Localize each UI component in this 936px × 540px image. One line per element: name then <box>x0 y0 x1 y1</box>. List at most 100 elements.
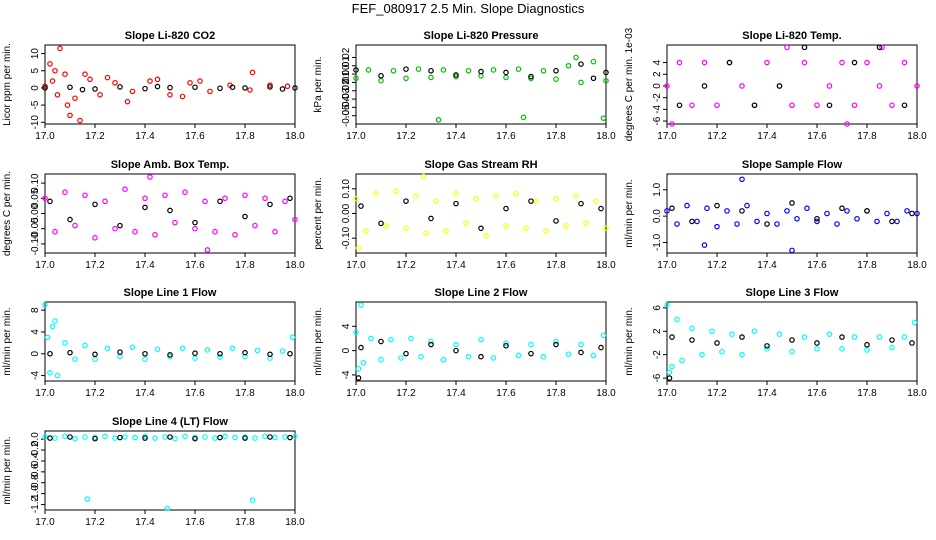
x-tick-label: 17.0 <box>346 388 366 399</box>
data-point-secondary <box>528 73 534 80</box>
y-tick-label: -0.10 <box>30 232 41 255</box>
data-point-secondary <box>67 349 73 356</box>
data-point-secondary <box>267 201 273 208</box>
data-point-primary <box>64 102 71 108</box>
data-point-primary <box>701 59 708 66</box>
data-point-primary <box>440 356 447 363</box>
data-point-primary <box>44 334 51 341</box>
data-point-secondary <box>267 84 273 90</box>
data-point-primary <box>147 78 153 84</box>
data-point-primary <box>52 228 58 235</box>
y-tick-label: 4 <box>341 323 352 329</box>
data-point-primary <box>503 74 509 81</box>
data-point-primary <box>124 98 131 105</box>
data-point-secondary <box>142 85 148 92</box>
data-point-primary <box>776 331 783 337</box>
data-point-primary <box>172 219 178 226</box>
data-point-primary <box>701 242 708 248</box>
plot-panel-9: Slope Line 3 Flow 17.0 17.2 17.4 17.6 17.8 18.… <box>624 287 927 399</box>
data-points <box>42 433 298 512</box>
data-point-primary <box>172 435 178 442</box>
data-point-primary <box>72 356 78 363</box>
data-point-primary <box>82 71 88 77</box>
data-point-secondary <box>764 343 770 349</box>
y-axis-label: percent per min. <box>313 177 324 249</box>
data-point-primary <box>49 78 56 84</box>
data-point-primary <box>62 433 68 440</box>
y-tick-label: -1.2 <box>30 495 41 513</box>
data-point-primary <box>167 92 173 98</box>
y-tick-label: 0 <box>341 347 352 353</box>
data-point-primary <box>62 189 68 196</box>
data-point-secondary <box>669 334 675 340</box>
y-tick-label: -6 <box>652 116 663 125</box>
data-point-primary <box>884 210 890 217</box>
data-point-primary <box>282 434 288 440</box>
data-point-primary <box>879 44 885 51</box>
x-tick-label: 18.0 <box>285 388 305 399</box>
data-point-primary <box>204 247 211 253</box>
data-point-primary <box>147 174 153 180</box>
y-tick-label: 0.02 <box>341 47 352 67</box>
x-tick-label: 17.0 <box>35 517 55 528</box>
data-point-secondary <box>403 350 409 357</box>
data-point-primary <box>824 210 830 217</box>
y-tick-label: -0.05 <box>341 104 352 127</box>
data-point-primary <box>565 62 572 69</box>
data-point-secondary <box>851 59 858 66</box>
data-point-secondary <box>403 198 409 204</box>
data-point-primary <box>503 340 509 347</box>
data-point-primary <box>600 115 607 121</box>
data-point-secondary <box>378 338 384 345</box>
data-point-primary <box>904 208 910 214</box>
data-point-primary <box>84 496 91 502</box>
x-tick-label: 18.0 <box>907 260 927 271</box>
data-point-primary <box>463 220 469 227</box>
x-tick-label: 17.2 <box>707 388 727 399</box>
y-tick-label: 8 <box>30 307 41 313</box>
data-point-primary <box>719 348 725 355</box>
data-point-primary <box>473 195 479 202</box>
plot-panel-5: Slope Gas Stream RH 17.0 17.2 17.4 17.6 17.8 1… <box>313 159 616 271</box>
data-point-primary <box>92 235 98 241</box>
data-point-secondary <box>92 201 98 208</box>
y-tick-label: 2 <box>652 328 663 334</box>
x-tick-label: 17.6 <box>496 260 516 271</box>
data-point-secondary <box>689 337 695 343</box>
plot-title: Slope Li-820 Temp. <box>742 30 841 42</box>
data-point-secondary <box>598 344 604 351</box>
data-point-primary <box>593 198 599 204</box>
y-axis-label: ml/min per min. <box>313 307 324 375</box>
data-point-secondary <box>689 218 695 225</box>
data-point-primary <box>714 223 720 230</box>
data-point-primary <box>851 334 858 340</box>
data-point-primary <box>358 302 364 308</box>
x-tick-label: 18.0 <box>596 131 616 142</box>
data-point-secondary <box>453 200 459 207</box>
data-point-primary <box>222 195 228 202</box>
data-point-primary <box>590 352 597 359</box>
x-tick-label: 17.8 <box>235 131 255 142</box>
data-point-secondary <box>726 59 733 66</box>
data-point-secondary <box>287 434 293 441</box>
data-point-primary <box>428 74 434 81</box>
data-point-secondary <box>217 198 223 205</box>
data-point-secondary <box>117 349 123 355</box>
data-point-secondary <box>578 200 584 207</box>
x-tick-label: 17.4 <box>757 131 777 142</box>
data-point-primary <box>54 372 61 379</box>
x-tick-label: 17.4 <box>446 131 466 142</box>
data-points <box>353 302 607 381</box>
plot-frame <box>666 173 918 254</box>
data-point-primary <box>801 334 808 340</box>
data-point-secondary <box>267 434 273 440</box>
data-point-secondary <box>503 205 509 212</box>
data-point-secondary <box>428 67 434 74</box>
data-point-primary <box>212 228 218 235</box>
data-point-primary <box>744 202 750 209</box>
data-point-primary <box>503 223 509 229</box>
y-tick-label: -4 <box>341 370 352 379</box>
plot-frame <box>44 173 296 254</box>
data-point-primary <box>420 173 427 180</box>
data-point-primary <box>894 218 900 225</box>
